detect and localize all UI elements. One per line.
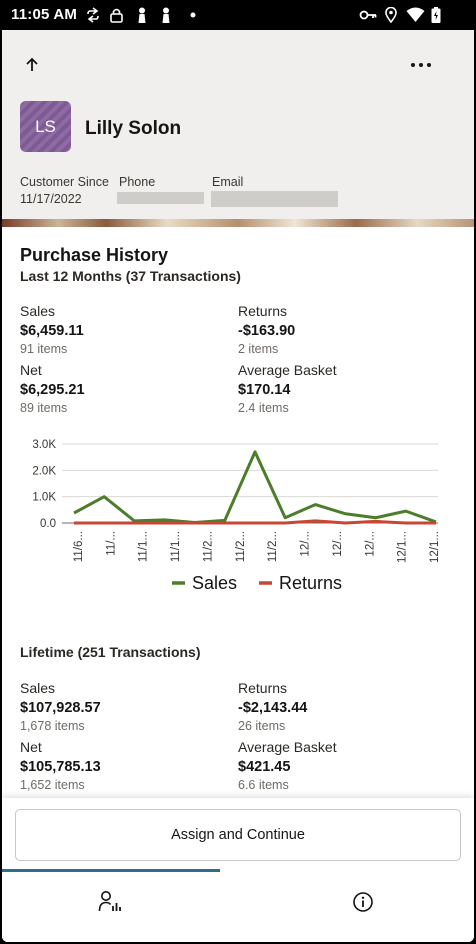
tab-customer-history[interactable]	[84, 884, 138, 920]
figure-icon-2	[162, 7, 170, 23]
header-banner-image	[2, 219, 474, 227]
avatar-initials: LS	[35, 116, 56, 136]
x-tick-label: 11/2...	[202, 531, 214, 562]
customer-since-label: Customer Since	[20, 175, 109, 189]
key-icon	[359, 10, 377, 20]
customer-details-screen: LS Lilly Solon Customer Since 11/17/2022…	[2, 30, 474, 942]
status-bar: 11:05 AM	[0, 0, 476, 30]
metric-value: $421.45	[238, 759, 291, 775]
customer-chart-icon	[98, 891, 121, 912]
x-tick-label: 12/...	[332, 531, 344, 557]
lifetime-subtitle: Lifetime (251 Transactions)	[20, 644, 201, 660]
lifetime-sales-metric: Sales $107,928.57 1,678 items	[20, 680, 220, 734]
x-tick-label: 11/1...	[170, 531, 182, 562]
purchase-history-subtitle: Last 12 Months (37 Transactions)	[20, 268, 241, 284]
phone-value-redacted	[117, 192, 204, 204]
metric-items: 91 items	[20, 342, 68, 356]
metric-label: Returns	[238, 680, 288, 696]
customer-name: Lilly Solon	[85, 118, 182, 139]
metric-items: 26 items	[238, 719, 286, 733]
net-metric: Net $6,295.21 89 items	[20, 362, 220, 416]
avatar: LS	[20, 101, 71, 152]
legend-label: Sales	[192, 573, 237, 593]
dot-icon	[190, 12, 196, 18]
x-tick-label: 12/1...	[429, 531, 441, 563]
x-tick-label: 11/6...	[73, 531, 85, 562]
wifi-icon	[406, 7, 425, 22]
lifetime-returns-metric: Returns -$2,143.44 26 items	[238, 680, 438, 734]
y-tick-label: 2.0K	[32, 465, 56, 477]
metric-label: Net	[20, 739, 42, 755]
metric-value: $170.14	[238, 382, 291, 398]
y-tick-label: 3.0K	[32, 439, 56, 451]
metric-label: Average Basket	[238, 739, 337, 755]
customer-since-value: 11/17/2022	[20, 192, 82, 206]
arrow-up-icon[interactable]	[19, 52, 45, 78]
series-line-returns	[74, 519, 436, 525]
email-label: Email	[212, 175, 244, 189]
metric-value: $105,785.13	[20, 759, 101, 775]
info-icon	[353, 892, 373, 912]
lifetime-net-metric: Net $105,785.13 1,652 items	[20, 739, 220, 793]
sales-returns-chart: 0.0 1.0K 2.0K 3.0K 11/6... 11/... 11/1... 11/1.…	[32, 439, 441, 593]
x-tick-label: 11/2...	[235, 531, 247, 562]
average-basket-metric: Average Basket $170.14 2.4 items	[238, 362, 438, 416]
metric-items: 2 items	[238, 342, 279, 356]
tab-info[interactable]	[336, 884, 390, 920]
series-line-sales	[73, 450, 437, 524]
x-tick-label: 11/...	[105, 531, 117, 556]
metric-label: Sales	[20, 303, 56, 319]
customer-header: LS Lilly Solon Customer Since 11/17/2022…	[2, 30, 474, 227]
x-tick-label: 12/1...	[397, 531, 409, 563]
selected-tab-indicator	[2, 869, 220, 872]
legend-label: Returns	[279, 573, 342, 593]
x-tick-label: 11/2...	[267, 531, 279, 562]
bottom-tab-bar	[2, 872, 474, 942]
metric-value: $6,295.21	[20, 382, 85, 398]
x-tick-label: 11/1...	[138, 531, 150, 562]
status-time: 11:05 AM	[11, 6, 78, 23]
metric-items: 2.4 items	[238, 401, 289, 415]
metric-items: 89 items	[20, 401, 68, 415]
metric-items: 1,652 items	[20, 778, 85, 792]
purchase-history-title: Purchase History	[20, 245, 169, 265]
email-value-redacted	[211, 191, 338, 207]
assign-and-continue-button[interactable]: Assign and Continue	[15, 809, 461, 861]
more-horizontal-icon[interactable]	[406, 52, 436, 78]
metric-label: Net	[20, 362, 42, 378]
location-icon	[385, 7, 397, 23]
sales-metric: Sales $6,459.11 91 items	[20, 303, 220, 357]
x-tick-label: 12/...	[364, 531, 376, 557]
x-tick-label: 12/...	[300, 531, 312, 557]
metric-items: 6.6 items	[238, 778, 289, 792]
sync-icon	[87, 7, 99, 23]
metric-value: $107,928.57	[20, 700, 101, 716]
metric-label: Returns	[238, 303, 288, 319]
metric-label: Average Basket	[238, 362, 337, 378]
lock-icon	[110, 8, 123, 23]
metric-label: Sales	[20, 680, 56, 696]
metric-value: $6,459.11	[20, 323, 84, 339]
lifetime-average-basket-metric: Average Basket $421.45 6.6 items	[238, 739, 438, 793]
y-tick-label: 1.0K	[32, 492, 56, 504]
y-tick-label: 0.0	[40, 518, 56, 530]
returns-metric: Returns -$163.90 2 items	[238, 303, 438, 357]
figure-icon	[138, 7, 146, 23]
metric-items: 1,678 items	[20, 719, 85, 733]
metric-value: -$163.90	[238, 323, 296, 339]
phone-label: Phone	[119, 175, 156, 189]
battery-icon	[431, 7, 441, 23]
metric-value: -$2,143.44	[238, 700, 308, 716]
